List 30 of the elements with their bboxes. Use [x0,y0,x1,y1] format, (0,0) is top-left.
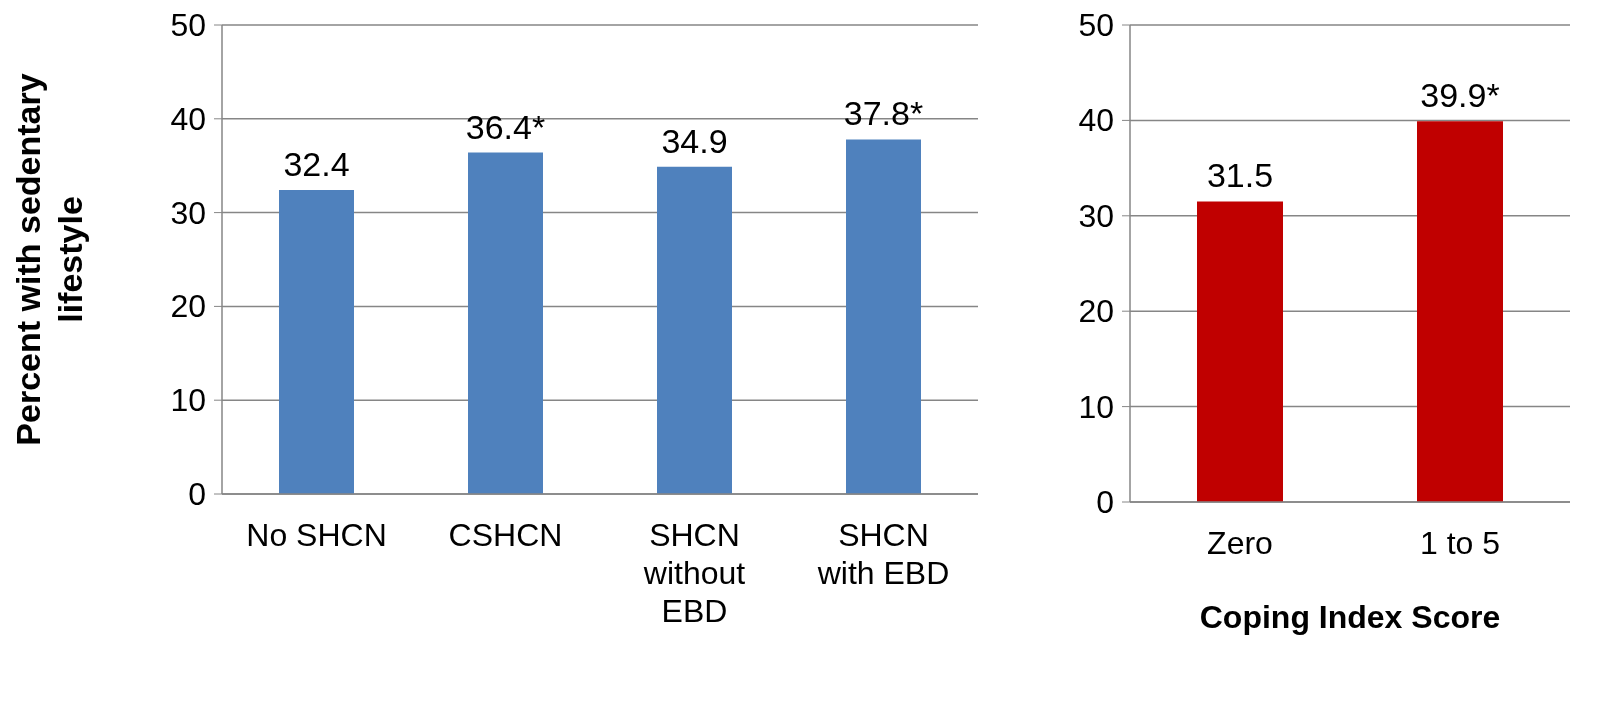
data-label: 37.8* [843,94,924,133]
x-tick-label: Zero [1207,525,1273,561]
x-axis-title: Coping Index Score [1199,599,1501,635]
y-tick-label: 30 [1078,197,1114,234]
x-tick-label: SHCN with EBD [816,517,950,591]
y-tick-label: 0 [188,476,206,512]
bar [846,139,921,494]
data-label: 34.9 [661,121,728,160]
data-label: 39.9* [1420,76,1500,115]
y-tick-label: 40 [1078,102,1114,139]
data-label: 36.4* [465,107,546,146]
y-tick-label: 50 [1078,7,1114,43]
x-tick-label: No SHCN [246,517,387,553]
y-axis-title: Percent with sedentary lifestyle [9,73,89,446]
x-tick-label: SHCN without EBD [642,517,746,629]
x-tick-label: 1 to 5 [1419,525,1501,561]
x-tick-label: CSHCN [448,517,563,553]
bar [279,190,354,494]
y-tick-label: 30 [170,194,206,231]
data-label: 31.5 [1206,156,1274,195]
y-tick-label: 20 [170,288,206,325]
data-label: 32.4 [283,145,350,184]
y-tick-label: 10 [170,382,206,419]
y-tick-label: 20 [1078,293,1114,330]
bar [468,152,543,494]
y-tick-label: 10 [1078,388,1114,425]
y-tick-label: 50 [170,7,206,43]
y-tick-label: 0 [1096,484,1114,520]
y-tick-label: 40 [170,100,206,137]
bar [657,166,732,494]
